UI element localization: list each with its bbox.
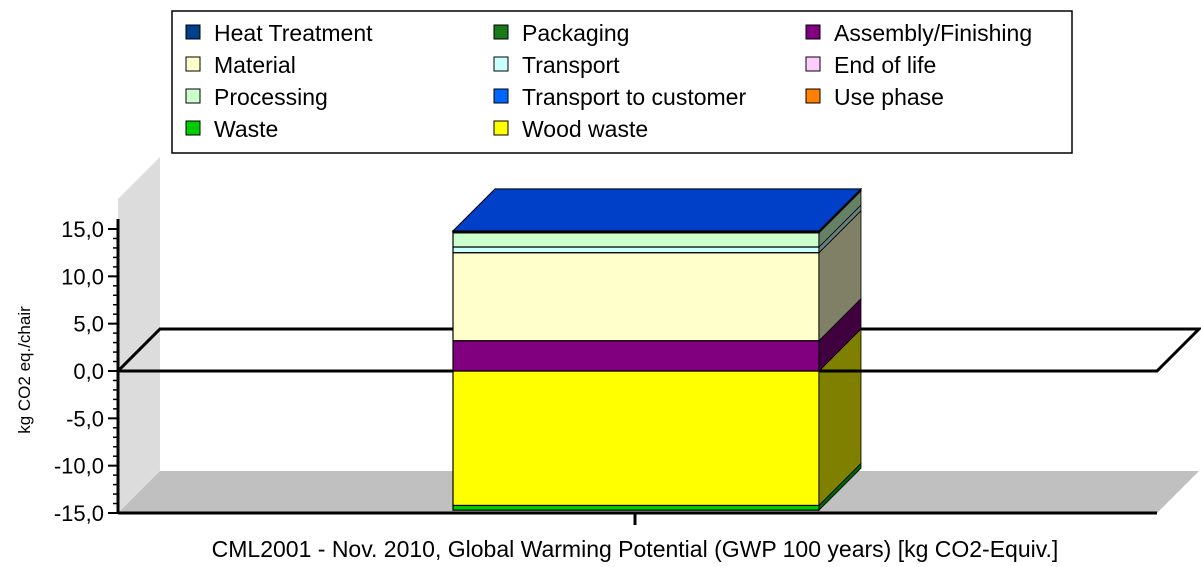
bars — [451, 187, 863, 512]
zero-plane-back-left — [116, 327, 453, 373]
legend-label: Transport — [522, 52, 620, 78]
legend-swatch — [493, 120, 509, 136]
bar-segment — [452, 504, 820, 511]
legend-swatch — [185, 24, 201, 40]
legend-label: Packaging — [522, 20, 629, 46]
legend-swatch — [185, 88, 201, 104]
back-left-wall — [118, 157, 160, 513]
y-axis-label: kg CO2 eq./chair — [15, 306, 34, 434]
y-tick-label: 0,0 — [73, 359, 104, 384]
bar-top-face — [451, 188, 863, 232]
y-tick-label: -10,0 — [54, 454, 104, 479]
legend-swatch — [493, 24, 509, 40]
legend-swatch — [493, 88, 509, 104]
y-tick-label: 5,0 — [73, 312, 104, 337]
legend-label: End of life — [834, 52, 936, 78]
x-axis-label: CML2001 - Nov. 2010, Global Warming Pote… — [212, 536, 1059, 562]
legend-label: Transport to customer — [522, 84, 746, 110]
legend-swatch — [493, 56, 509, 72]
legend-swatch — [805, 88, 821, 104]
legend-label: Wood waste — [522, 116, 648, 142]
legend: Heat Treatment Packaging Assembly/Finishin… — [171, 10, 1073, 154]
y-tick-label: -5,0 — [66, 406, 104, 431]
zero-plane-right — [819, 327, 1201, 373]
legend-box — [171, 10, 1073, 154]
bar-segment — [452, 232, 820, 248]
legend-label: Assembly/Finishing — [834, 20, 1032, 46]
legend-label: Waste — [214, 116, 278, 142]
legend-label: Heat Treatment — [214, 20, 373, 46]
bar-segment — [452, 246, 820, 254]
legend-swatch — [185, 56, 201, 72]
bar-segment — [452, 252, 820, 342]
zero-plane — [116, 327, 1201, 373]
legend-swatch — [185, 120, 201, 136]
legend-swatch — [805, 56, 821, 72]
legend-label: Processing — [214, 84, 328, 110]
axes: 15,0 10,0 5,0 0,0 -5,0 -10,0 -15,0 — [54, 217, 1157, 526]
y-tick-label: -15,0 — [54, 501, 104, 526]
y-tick-label: 15,0 — [61, 217, 104, 242]
bar-segment — [452, 370, 820, 507]
bar-segment — [452, 340, 820, 372]
legend-label: Use phase — [834, 84, 944, 110]
legend-label: Material — [214, 52, 296, 78]
y-tick-label: 10,0 — [61, 264, 104, 289]
legend-swatch — [805, 24, 821, 40]
